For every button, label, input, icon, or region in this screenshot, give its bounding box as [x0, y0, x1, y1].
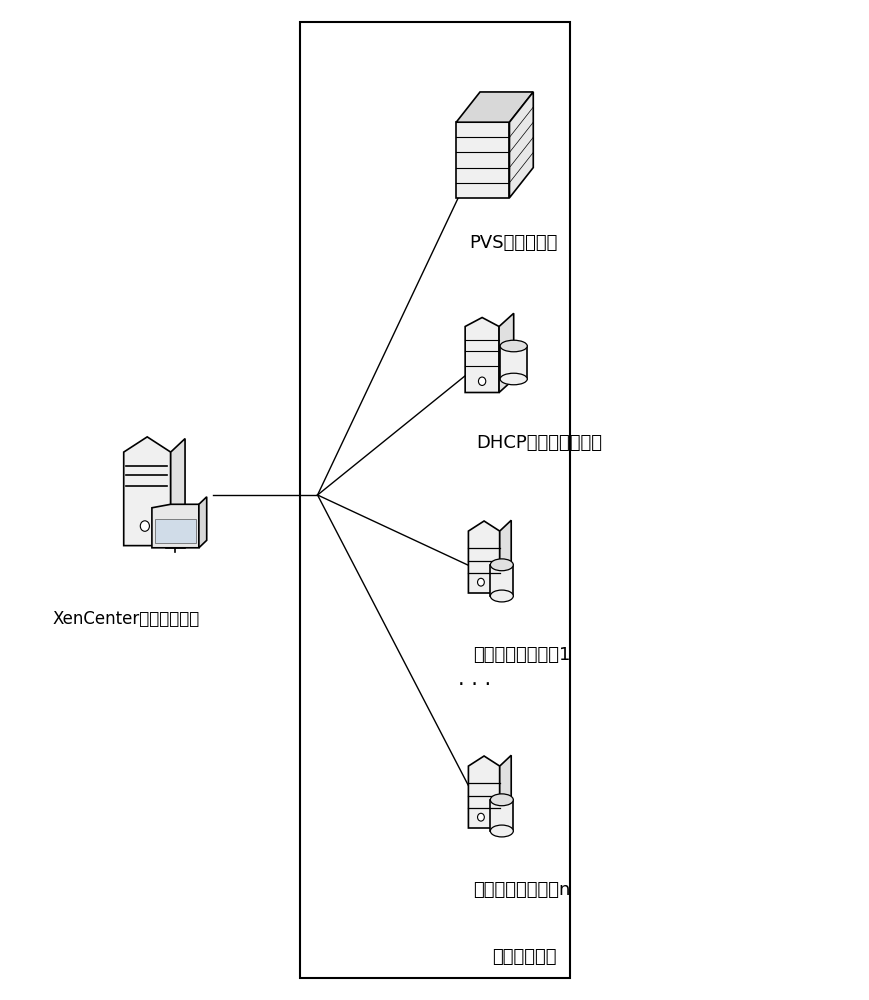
Text: PVS终端服务器: PVS终端服务器: [468, 234, 557, 252]
Polygon shape: [490, 565, 513, 596]
Circle shape: [478, 377, 485, 385]
Polygon shape: [123, 437, 170, 546]
Circle shape: [477, 813, 484, 821]
Bar: [300, 22, 569, 978]
Ellipse shape: [490, 559, 513, 571]
Circle shape: [477, 578, 484, 586]
Polygon shape: [199, 497, 207, 548]
Polygon shape: [455, 92, 533, 122]
Polygon shape: [152, 504, 199, 548]
Polygon shape: [490, 800, 513, 831]
Text: · · ·: · · ·: [457, 675, 490, 695]
Text: 虚拟机服务器: 虚拟机服务器: [492, 948, 556, 966]
Polygon shape: [499, 520, 511, 593]
Text: XenCenter主控台计算机: XenCenter主控台计算机: [52, 610, 200, 628]
Text: DHCP网络管理服务器: DHCP网络管理服务器: [476, 434, 601, 452]
Polygon shape: [455, 122, 509, 198]
Ellipse shape: [490, 794, 513, 806]
Ellipse shape: [500, 340, 527, 352]
Polygon shape: [499, 755, 511, 828]
Ellipse shape: [490, 590, 513, 602]
Polygon shape: [499, 313, 513, 392]
Polygon shape: [500, 346, 527, 379]
Polygon shape: [170, 439, 185, 546]
Circle shape: [140, 521, 149, 531]
Polygon shape: [509, 92, 533, 198]
Bar: [155, 519, 196, 543]
Polygon shape: [465, 318, 499, 392]
Text: 卫星测试用数据库n: 卫星测试用数据库n: [473, 881, 570, 899]
Ellipse shape: [490, 825, 513, 837]
Polygon shape: [468, 521, 499, 593]
Polygon shape: [468, 756, 499, 828]
Ellipse shape: [500, 373, 527, 385]
Text: 卫星测试用数据库1: 卫星测试用数据库1: [473, 646, 570, 664]
